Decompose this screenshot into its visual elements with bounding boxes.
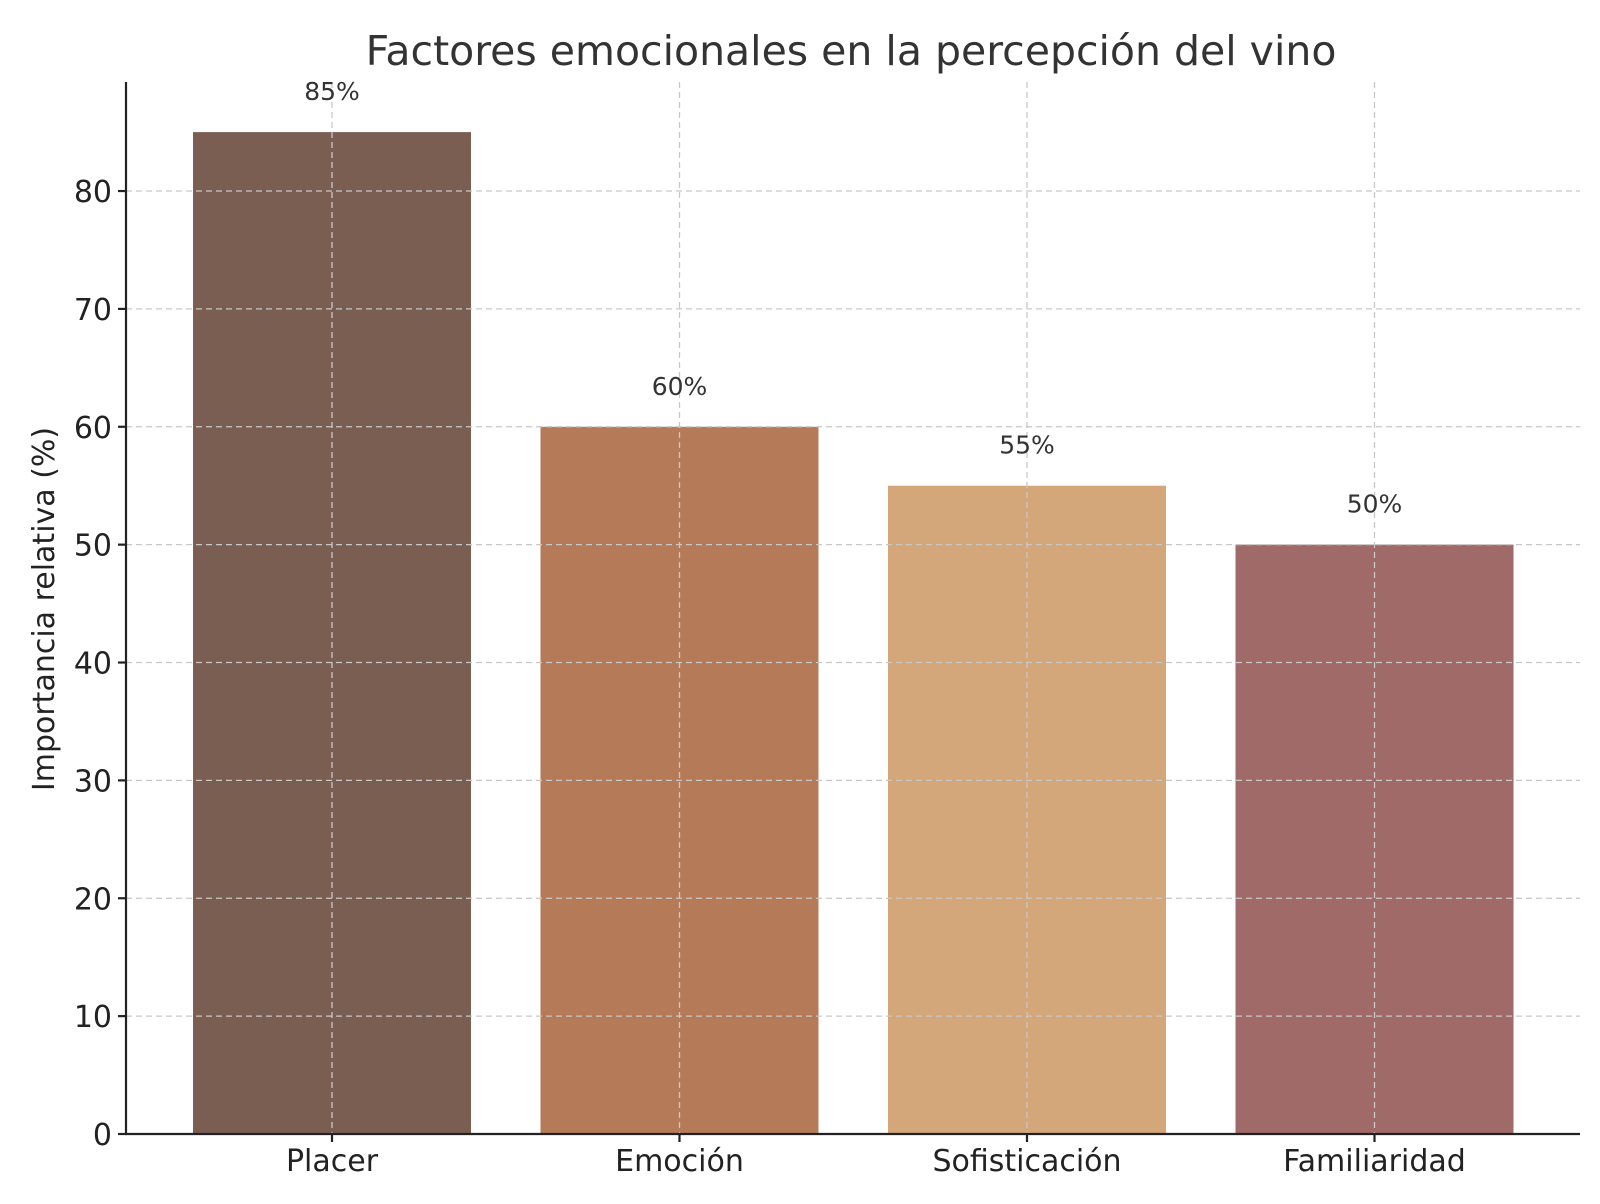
- data-label: 85%: [304, 77, 360, 106]
- y-tick-label: 60: [74, 411, 112, 446]
- data-label: 50%: [1347, 490, 1403, 519]
- x-tick-label: Familiaridad: [1283, 1144, 1466, 1179]
- label-layer: 0 10 20 30 40 50 60 70 80 Placer Emoción Sofisticac…: [74, 77, 1466, 1179]
- x-tick-label: Placer: [286, 1144, 379, 1179]
- y-tick-label: 70: [74, 293, 112, 328]
- chart-title: Factores emocionales en la percepción de…: [366, 27, 1337, 75]
- y-tick-label: 50: [74, 529, 112, 564]
- y-axis-label: Importancia relativa (%): [27, 427, 62, 791]
- axis-layer: [118, 82, 1580, 1142]
- y-tick-label: 80: [74, 175, 112, 210]
- data-label: 60%: [652, 372, 708, 401]
- x-tick-label: Sofisticación: [932, 1144, 1121, 1179]
- y-tick-label: 20: [74, 882, 112, 917]
- x-tick-label: Emoción: [615, 1144, 744, 1179]
- y-tick-label: 40: [74, 647, 112, 682]
- y-tick-label: 0: [93, 1118, 112, 1153]
- bar-layer: [193, 132, 1514, 1135]
- data-label: 55%: [999, 431, 1055, 460]
- y-tick-label: 10: [74, 1000, 112, 1035]
- y-tick-label: 30: [74, 764, 112, 799]
- grid-layer: [126, 82, 1580, 1134]
